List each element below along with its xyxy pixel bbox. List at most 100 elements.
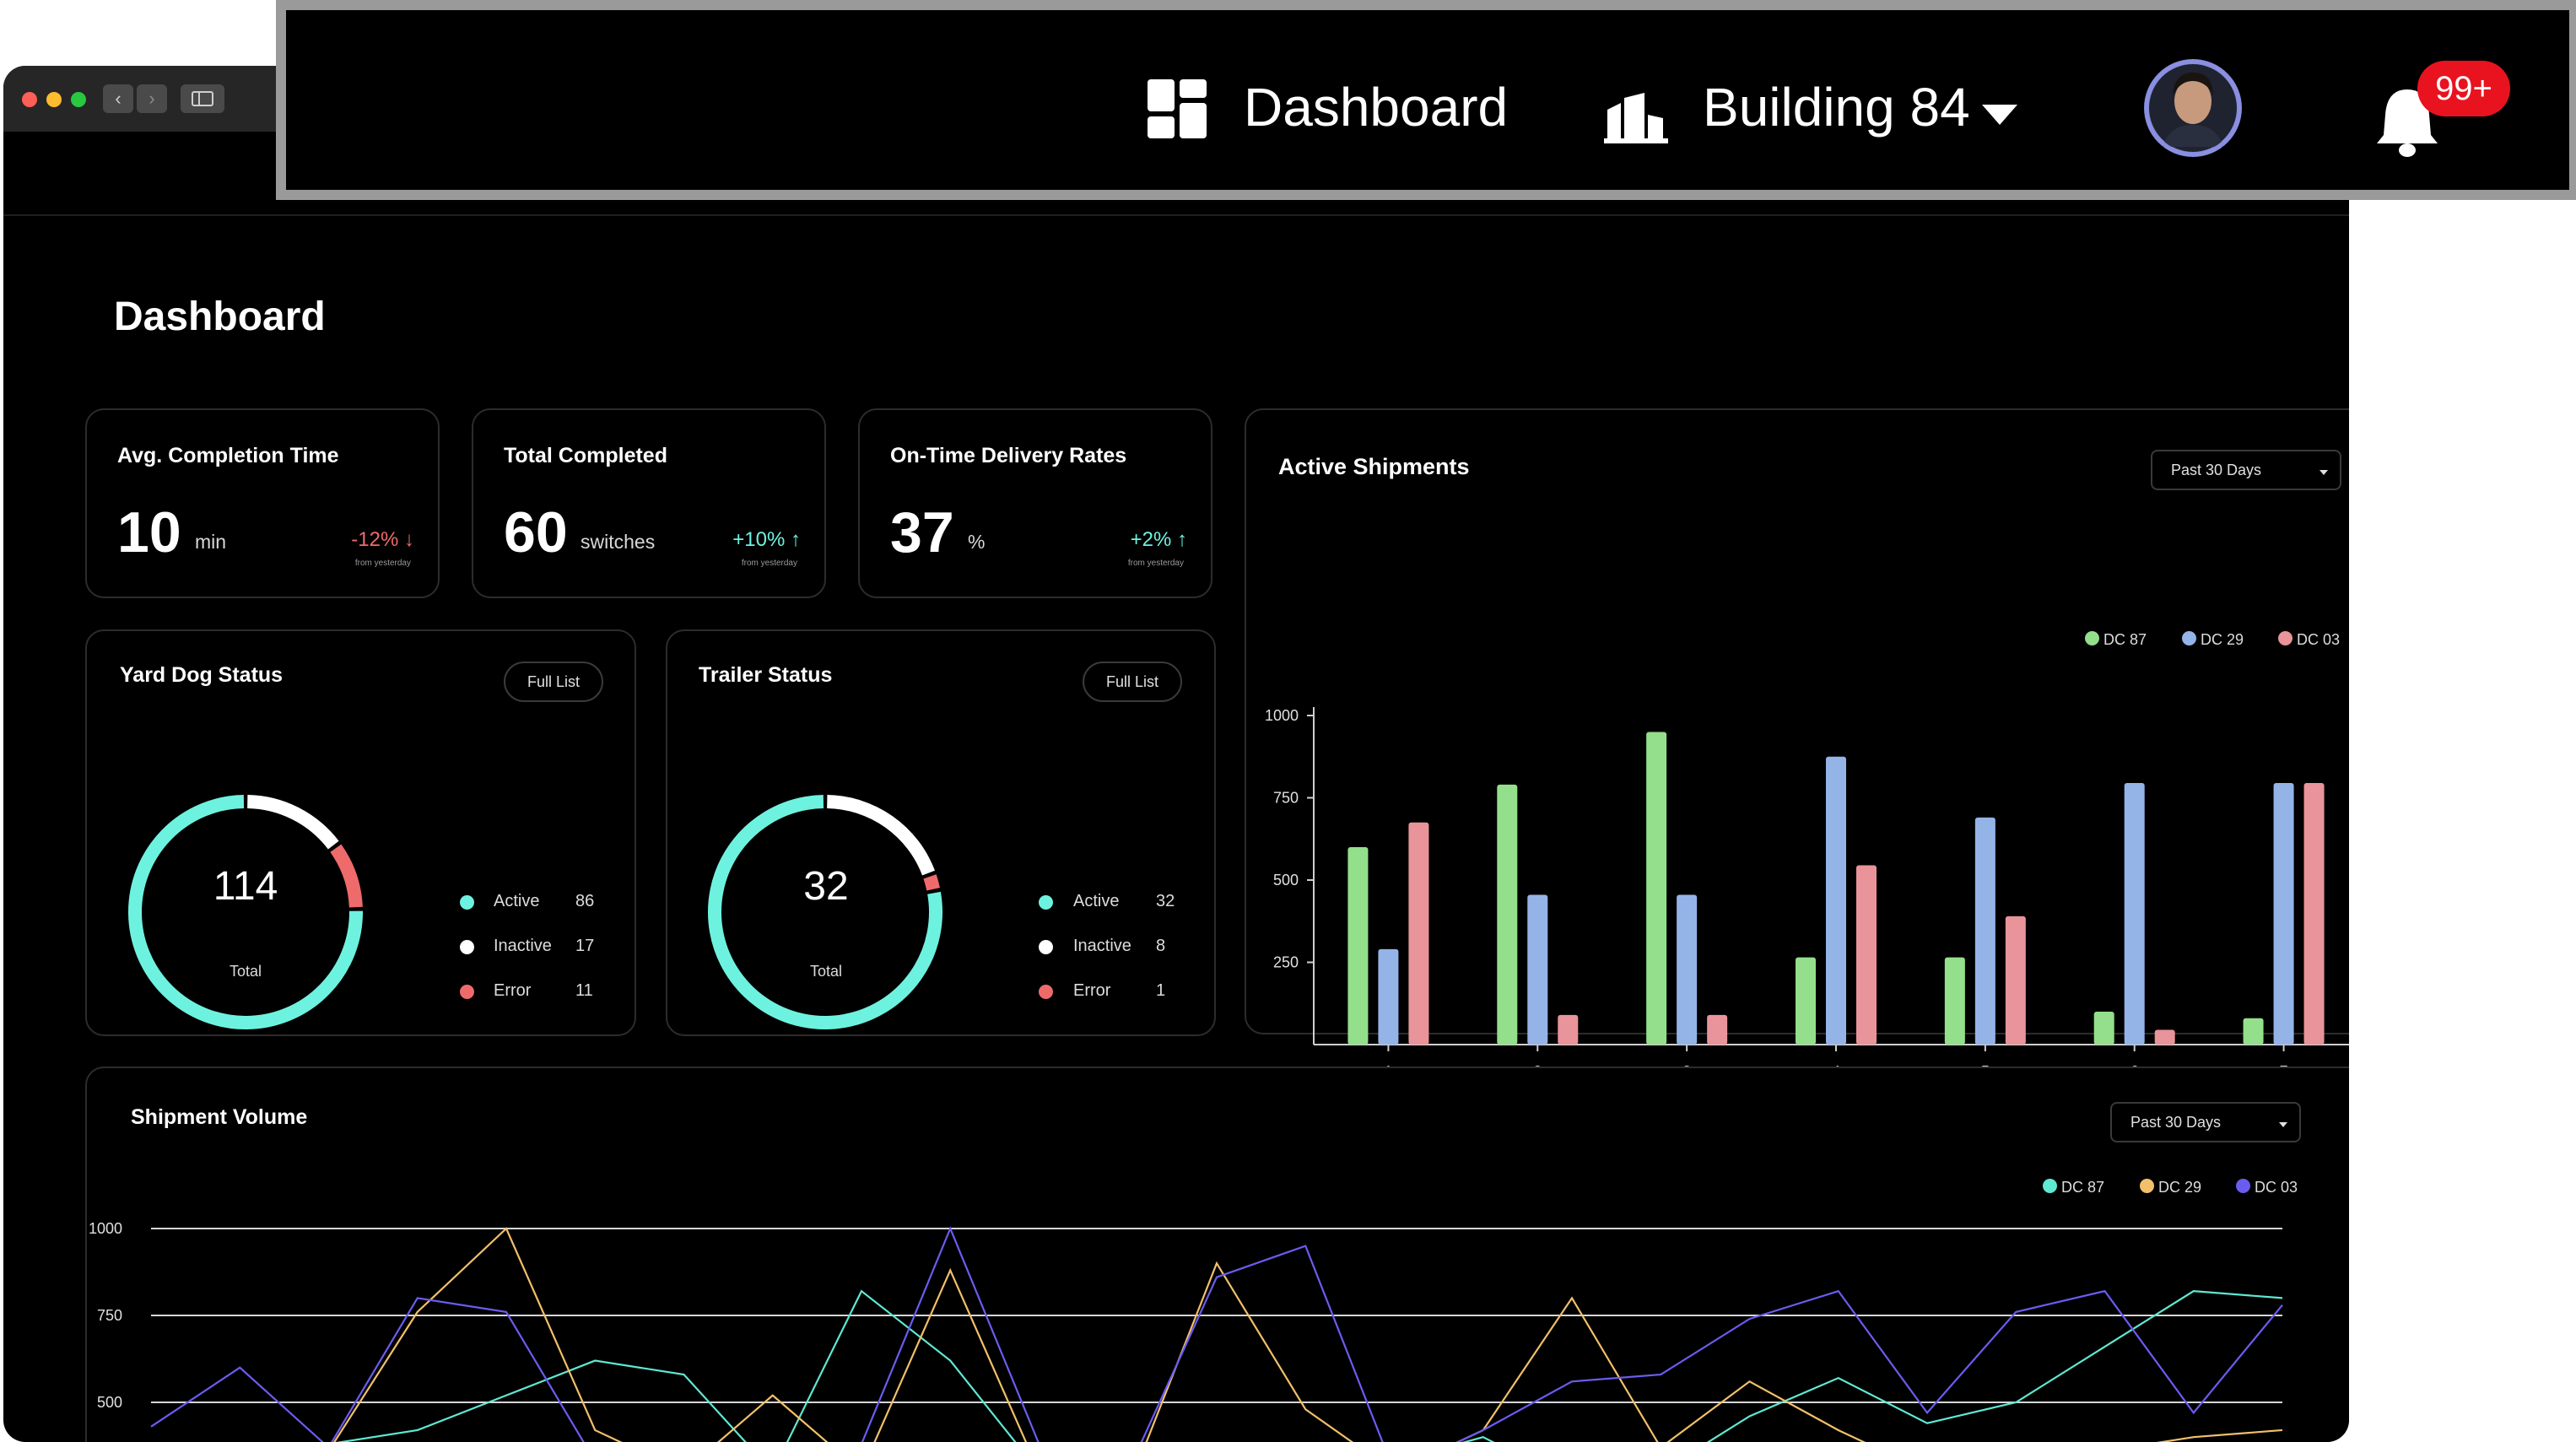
legend-value: 11 <box>575 981 593 1000</box>
y-tick-label: 500 <box>1273 872 1299 888</box>
window-close-button[interactable] <box>22 92 37 107</box>
dropdown-value: Past 30 Days <box>2130 1114 2222 1131</box>
bar-dc-87 <box>1497 784 1518 1045</box>
bar-dc-03 <box>2154 1029 2175 1045</box>
donut-segment-active <box>708 795 942 1029</box>
y-tick-label: 1000 <box>89 1220 122 1237</box>
kpi-value: 10 <box>117 500 181 564</box>
bar-dc-29 <box>2273 782 2294 1045</box>
kpi-title: On-Time Delivery Rates <box>890 444 1127 467</box>
card-title: Shipment Volume <box>131 1105 308 1129</box>
legend-dot <box>2085 631 2099 645</box>
series-line-dc-29 <box>333 1227 2283 1442</box>
legend-value: 1 <box>1156 981 1166 1000</box>
legend-dot-active <box>460 895 474 910</box>
y-tick-label: 250 <box>1273 954 1299 971</box>
bar-dc-87 <box>1796 957 1816 1045</box>
bar-dc-29 <box>1826 756 1846 1045</box>
legend-dot <box>2140 1179 2154 1193</box>
full-list-button[interactable]: Full List <box>1083 662 1182 702</box>
legend-label: DC 87 <box>2103 631 2147 648</box>
legend-dot-error <box>460 985 474 999</box>
series-line-dc-03 <box>150 1226 2283 1442</box>
bar-dc-29 <box>1378 948 1399 1045</box>
window-minimize-button[interactable] <box>46 92 62 107</box>
legend-label: Inactive <box>1073 937 1131 955</box>
yard-dog-status-card: Yard Dog Status Full List 114 Total Acti… <box>85 629 636 1036</box>
bar-dc-03 <box>1408 822 1429 1045</box>
bar-dc-03 <box>2005 915 2026 1045</box>
legend-value: 32 <box>1156 892 1175 910</box>
y-tick-label: 750 <box>97 1307 122 1324</box>
user-avatar[interactable] <box>2144 59 2242 157</box>
legend-dot <box>2236 1179 2250 1193</box>
dashboard-nav-label: Dashboard <box>1244 77 1509 138</box>
dropdown-value: Past 30 Days <box>2171 462 2262 478</box>
kpi-from: from yesterday <box>1127 559 1184 568</box>
donut-total: 32 <box>803 864 849 909</box>
kpi-card-total-completed: Total Completed 60 switches +10% ↑ from … <box>472 408 826 598</box>
back-button[interactable]: ‹ <box>103 84 133 113</box>
caret-down-icon <box>2319 470 2328 475</box>
legend-value: 17 <box>575 937 595 955</box>
legend-value: 86 <box>575 892 595 910</box>
donut-segment-inactive <box>127 795 363 1029</box>
window-zoom-button[interactable] <box>71 92 86 107</box>
dashboard-grid-icon <box>1148 79 1207 138</box>
legend-label: DC 03 <box>2297 631 2341 648</box>
bar-dc-87 <box>2243 1018 2264 1045</box>
bar-dc-87 <box>2093 1012 2114 1045</box>
legend-label: Inactive <box>494 937 552 955</box>
kpi-value: 37 <box>890 500 954 564</box>
legend-label: DC 87 <box>2061 1179 2105 1196</box>
kpi-unit: switches <box>581 531 656 553</box>
legend-dot-inactive <box>460 940 474 954</box>
donut-segment-error <box>708 795 942 1029</box>
card-title: Trailer Status <box>699 663 833 687</box>
active-shipments-bar-chart: 25050075010001234567 <box>1265 707 2349 1080</box>
kpi-delta-value: +10% <box>732 528 786 551</box>
kpi-delta: -12% ↓ <box>351 528 414 552</box>
forward-button[interactable]: › <box>137 84 167 113</box>
shipment-volume-card: Shipment Volume Past 30 Days DC 87 DC 29… <box>85 1067 2349 1442</box>
active-shipments-card: Active Shipments Past 30 Days DC 87 DC 2… <box>1245 408 2349 1080</box>
legend-value: 8 <box>1156 937 1166 955</box>
legend-label: DC 03 <box>2255 1179 2298 1196</box>
sidebar-toggle-button[interactable] <box>181 84 224 113</box>
donut-segment-error <box>128 795 363 1029</box>
notifications-button[interactable]: 99+ <box>2365 44 2517 170</box>
date-range-dropdown[interactable]: Past 30 Days <box>2110 1102 2301 1142</box>
kpi-from: from yesterday <box>741 559 797 568</box>
chevron-left-icon: ‹ <box>115 88 122 109</box>
legend-label: Active <box>494 892 540 910</box>
trailer-donut-chart <box>708 794 942 1029</box>
top-navigation-bar: Dashboard Building 84 <box>276 0 2576 200</box>
page-title: Dashboard <box>114 294 326 339</box>
series-line-dc-87 <box>335 1289 2283 1442</box>
bar-dc-03 <box>1856 865 1877 1045</box>
arrow-down-icon: ↓ <box>404 528 414 551</box>
kpi-unit: min <box>195 531 227 553</box>
yard-dog-donut-chart <box>127 795 363 1029</box>
bar-dc-03 <box>1558 1014 1579 1045</box>
kpi-delta: +2% ↑ <box>1131 528 1187 552</box>
building-icon <box>1604 93 1668 143</box>
date-range-dropdown[interactable]: Past 30 Days <box>2151 450 2341 490</box>
avatar <box>2144 59 2242 157</box>
building-selector[interactable]: Building 84 <box>1604 77 2043 143</box>
arrow-up-icon: ↑ <box>1177 528 1187 551</box>
building-label: Building 84 <box>1703 77 1970 138</box>
donut-total: 114 <box>213 864 278 909</box>
full-list-button[interactable]: Full List <box>504 662 603 702</box>
bar-dc-29 <box>1974 817 1995 1045</box>
dashboard-nav-item[interactable]: Dashboard <box>1146 77 1517 145</box>
bar-dc-29 <box>2124 782 2145 1045</box>
trailer-status-card: Trailer Status Full List 32 Total Active… <box>666 629 1216 1036</box>
legend-dot <box>2043 1179 2057 1193</box>
card-title: Yard Dog Status <box>120 663 284 687</box>
bar-dc-03 <box>2303 782 2325 1045</box>
legend-label: DC 29 <box>2158 1179 2202 1196</box>
kpi-from: from yesterday <box>354 559 411 568</box>
caret-down-icon <box>1982 105 2017 125</box>
bar-dc-29 <box>1527 894 1548 1045</box>
